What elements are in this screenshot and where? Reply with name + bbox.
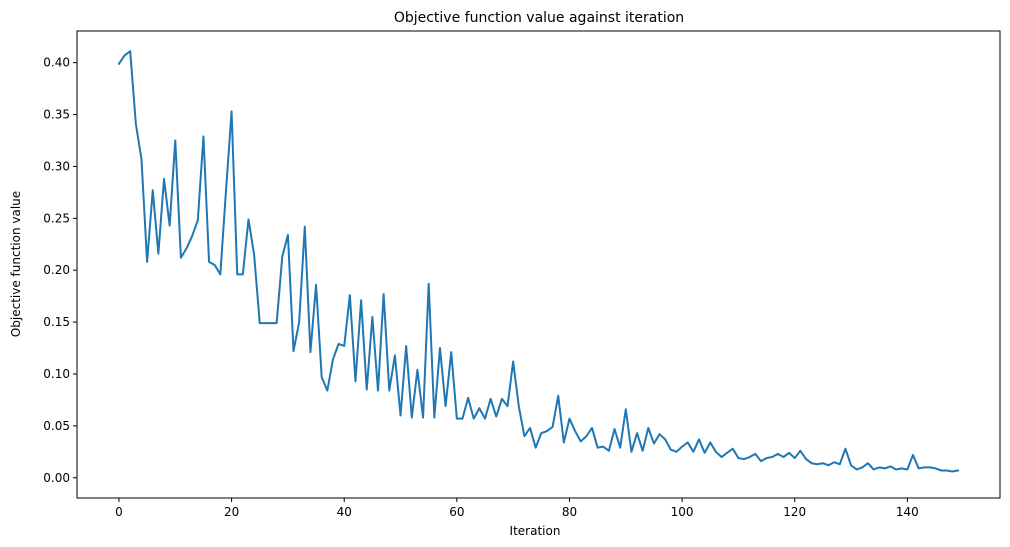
y-tick-label: 0.00 — [43, 471, 70, 485]
x-axis: 0 20 40 60 80 100 120 140 — [115, 498, 919, 519]
y-tick-label: 0.40 — [43, 56, 70, 70]
x-tick-label: 0 — [115, 505, 123, 519]
x-tick-label: 40 — [337, 505, 352, 519]
y-tick-label: 0.30 — [43, 159, 70, 173]
x-tick-label: 140 — [896, 505, 919, 519]
y-axis: 0.00 0.05 0.10 0.15 0.20 0.25 0.30 0.35 0.40 — [43, 56, 77, 485]
series-line — [117, 50, 960, 473]
x-tick-label: 120 — [783, 505, 806, 519]
y-tick-label: 0.10 — [43, 367, 70, 381]
y-tick-label: 0.35 — [43, 108, 70, 122]
y-tick-label: 0.05 — [43, 419, 70, 433]
x-tick-label: 80 — [562, 505, 577, 519]
x-tick-label: 60 — [449, 505, 464, 519]
y-tick-label: 0.25 — [43, 211, 70, 225]
y-axis-title: Objective function value — [9, 191, 23, 337]
plot-frame — [76, 30, 1001, 499]
x-axis-title: Iteration — [510, 524, 561, 538]
y-tick-label: 0.20 — [43, 263, 70, 277]
plot-area — [117, 50, 960, 473]
chart-title: Objective function value against iterati… — [394, 10, 684, 26]
x-tick-label: 20 — [224, 505, 239, 519]
y-tick-label: 0.15 — [43, 315, 70, 329]
x-tick-label: 100 — [671, 505, 694, 519]
